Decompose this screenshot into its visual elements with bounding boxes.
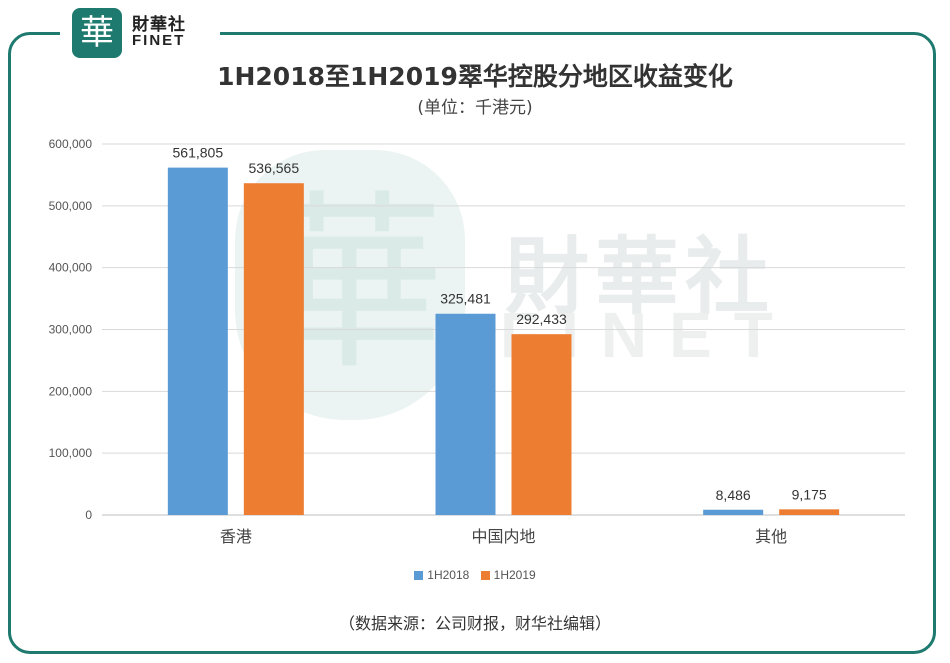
- watermark-name-cn: 財華社: [505, 228, 776, 326]
- legend-item-1h2019: 1H2019: [480, 568, 536, 582]
- legend-swatch-1h2019: [480, 570, 490, 580]
- bar: [435, 313, 496, 515]
- chart-subtitle: (单位：千港元): [417, 98, 533, 118]
- data-label: 536,565: [249, 160, 300, 176]
- y-tick-label: 200,000: [49, 384, 93, 398]
- x-category-label: 香港: [220, 527, 252, 546]
- bar: [243, 183, 304, 515]
- x-category-label: 中国内地: [471, 527, 535, 546]
- y-tick-label: 0: [85, 508, 92, 522]
- bar: [779, 509, 840, 515]
- finet-logo-badge: 華: [72, 8, 122, 58]
- data-label: 8,486: [716, 487, 751, 503]
- logo-name-en: FINET: [132, 32, 186, 49]
- data-label: 9,175: [792, 486, 827, 502]
- y-tick-label: 400,000: [49, 261, 93, 275]
- legend-swatch-1h2018: [414, 570, 424, 580]
- bar: [703, 509, 764, 515]
- x-category-label: 其他: [755, 527, 787, 546]
- y-tick-label: 600,000: [49, 137, 93, 151]
- data-label: 561,805: [173, 145, 224, 161]
- bar: [167, 167, 228, 515]
- data-label: 325,481: [440, 291, 491, 307]
- y-tick-label: 300,000: [49, 323, 93, 337]
- bar: [511, 334, 572, 515]
- y-tick-label: 100,000: [49, 446, 93, 460]
- y-tick-label: 500,000: [49, 199, 93, 213]
- source-note: （数据来源：公司财报，财华社编辑）: [338, 614, 611, 633]
- chart-frame: [8, 32, 936, 654]
- chart-title: 1H2018至1H2019翠华控股分地区收益变化: [217, 62, 733, 91]
- legend: 1H2018 1H2019: [0, 568, 950, 583]
- data-label: 292,433: [516, 311, 567, 327]
- logo-name-cn: 財華社: [132, 15, 186, 35]
- legend-label-1h2019: 1H2019: [493, 568, 536, 582]
- legend-item-1h2018: 1H2018: [414, 568, 469, 582]
- legend-label-1h2018: 1H2018: [427, 568, 470, 582]
